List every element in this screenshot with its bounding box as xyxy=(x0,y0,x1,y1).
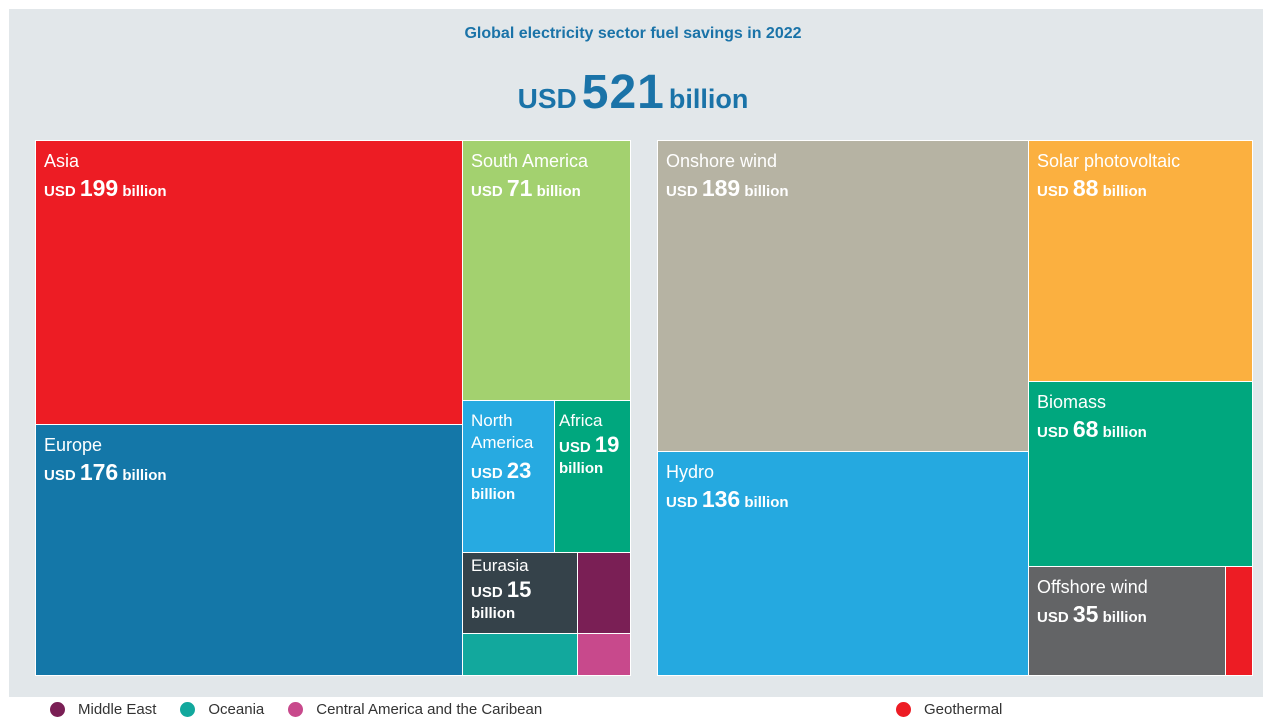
legend-swatch xyxy=(180,701,196,717)
tile-label: Asia xyxy=(44,151,80,171)
tile-label: Eurasia xyxy=(471,556,529,575)
tile-solar-pv: Solar photovoltaic USD 88 billion xyxy=(1028,140,1253,382)
legend-label: Oceania xyxy=(208,700,265,718)
tile-geothermal xyxy=(1225,566,1253,676)
legend-label: Central America and the Caribean xyxy=(316,700,543,718)
tile-value: USD 136 billion xyxy=(666,486,789,512)
tile-value: USD 23 billion xyxy=(471,458,532,504)
legend-right: Geothermal xyxy=(896,698,1026,720)
tile-central-america xyxy=(577,633,631,676)
tile-label: Europe xyxy=(44,435,103,455)
tile-biomass: Biomass USD 68 billion xyxy=(1028,381,1253,567)
tile-hydro: Hydro USD 136 billion xyxy=(657,451,1029,676)
tile-asia: Asia USD 199 billion xyxy=(35,140,463,425)
tile-label-line1: North xyxy=(471,411,513,430)
legend-swatch xyxy=(896,701,911,717)
tile-oceania xyxy=(462,633,578,676)
legend-swatch xyxy=(50,701,65,717)
tile-value: USD 71 billion xyxy=(471,175,581,201)
tile-north-america: North America USD 23 billion xyxy=(462,400,555,553)
total-suffix: billion xyxy=(668,84,749,114)
total-headline: USD 521 billion xyxy=(0,65,1266,120)
legend-left: Middle East Oceania Central America and … xyxy=(50,698,566,720)
tile-label: Solar photovoltaic xyxy=(1037,151,1181,171)
tile-label: Biomass xyxy=(1037,392,1107,412)
legend-item-central-america: Central America and the Caribean xyxy=(288,701,542,718)
legend-item-oceania: Oceania xyxy=(180,701,264,718)
tile-label: Hydro xyxy=(666,462,715,482)
tile-label-line2: America xyxy=(471,433,534,452)
tile-label: South America xyxy=(471,151,589,171)
tile-middle-east xyxy=(577,552,631,634)
legend-item-middle-east: Middle East xyxy=(50,701,156,718)
legend-label: Geothermal xyxy=(924,700,1003,718)
tile-europe: Europe USD 176 billion xyxy=(35,424,463,676)
legend-label: Middle East xyxy=(78,700,157,718)
tile-eurasia: Eurasia USD 15 billion xyxy=(462,552,578,634)
chart-title: Global electricity sector fuel savings i… xyxy=(464,25,802,42)
tile-value: USD 176 billion xyxy=(44,459,167,485)
tile-value: USD 199 billion xyxy=(44,175,167,201)
total-prefix: USD xyxy=(517,83,577,114)
legend-swatch xyxy=(288,701,304,717)
tile-value: USD 19 billion xyxy=(559,432,620,478)
tile-south-america: South America USD 71 billion xyxy=(462,140,631,401)
tile-value: USD 189 billion xyxy=(666,175,789,201)
tile-onshore-wind: Onshore wind USD 189 billion xyxy=(657,140,1029,452)
tile-label: Offshore wind xyxy=(1037,577,1148,597)
tile-africa: Africa USD 19 billion xyxy=(554,400,631,553)
tile-label: Onshore wind xyxy=(666,151,778,171)
tile-value: USD 15 billion xyxy=(471,577,532,623)
tile-value: USD 35 billion xyxy=(1037,601,1147,627)
tile-offshore-wind: Offshore wind USD 35 billion xyxy=(1028,566,1226,676)
total-value: 521 xyxy=(581,66,665,119)
tile-value: USD 68 billion xyxy=(1037,416,1147,442)
tile-value: USD 88 billion xyxy=(1037,175,1147,201)
legend-item-geothermal: Geothermal xyxy=(896,701,1002,718)
tile-label: Africa xyxy=(559,411,603,430)
